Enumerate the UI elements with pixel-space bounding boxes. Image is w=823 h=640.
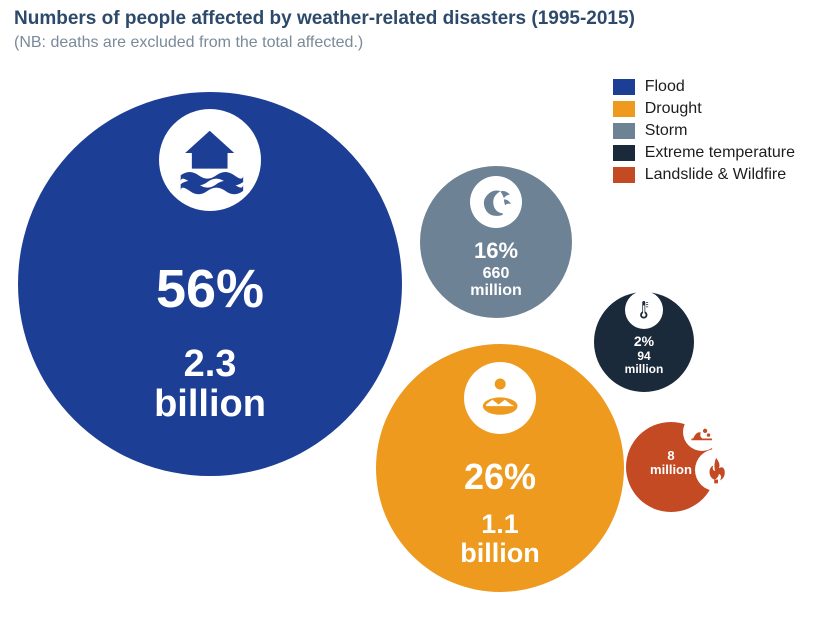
flood-count-unit: billion — [154, 383, 266, 425]
extreme-count: 94 million — [594, 350, 694, 375]
legend-label: Landslide & Wildfire — [645, 166, 786, 184]
legend-swatch — [613, 79, 635, 95]
extreme-count-unit: million — [625, 362, 664, 376]
flood-percent: 56% — [18, 261, 402, 318]
chart-canvas: Numbers of people affected by weather-re… — [0, 0, 823, 640]
landslide-icon — [683, 413, 721, 451]
legend-swatch — [613, 145, 635, 161]
legend-item-extreme: Extreme temperature — [613, 144, 795, 162]
legend-item-landslide: Landslide & Wildfire — [613, 166, 795, 184]
flood-count-value: 2.3 — [184, 343, 237, 385]
bubble-extreme-temperature: 2% 94 million — [594, 292, 694, 392]
legend-item-drought: Drought — [613, 100, 795, 118]
storm-percent: 16% — [420, 239, 572, 262]
bubble-flood: 56% 2.3 billion — [18, 92, 402, 476]
thermometer-icon — [625, 291, 663, 329]
drought-icon — [464, 362, 536, 434]
storm-icon — [470, 176, 522, 228]
legend-label: Flood — [645, 78, 685, 96]
landslide-count-unit: million — [650, 462, 692, 477]
legend: Flood Drought Storm Extreme temperature … — [613, 78, 795, 188]
bubble-storm: 16% 660 million — [420, 166, 572, 318]
wildfire-icon — [695, 449, 737, 491]
flood-icon — [159, 109, 261, 211]
legend-label: Drought — [645, 100, 702, 118]
extreme-percent: 2% — [594, 334, 694, 349]
storm-count-unit: million — [470, 282, 522, 299]
drought-percent: 26% — [376, 458, 624, 496]
drought-count-unit: billion — [460, 538, 539, 568]
legend-label: Storm — [645, 122, 688, 140]
legend-swatch — [613, 101, 635, 117]
legend-swatch — [613, 123, 635, 139]
legend-swatch — [613, 167, 635, 183]
page-subtitle: (NB: deaths are excluded from the total … — [14, 34, 363, 52]
storm-count-value: 660 — [483, 265, 510, 282]
legend-item-flood: Flood — [613, 78, 795, 96]
bubble-drought: 26% 1.1 billion — [376, 344, 624, 592]
drought-count-value: 1.1 — [481, 509, 519, 539]
page-title: Numbers of people affected by weather-re… — [14, 8, 635, 30]
storm-count: 660 million — [420, 266, 572, 300]
legend-item-storm: Storm — [613, 122, 795, 140]
flood-count: 2.3 billion — [18, 345, 402, 425]
legend-label: Extreme temperature — [645, 144, 795, 162]
drought-count: 1.1 billion — [376, 510, 624, 567]
